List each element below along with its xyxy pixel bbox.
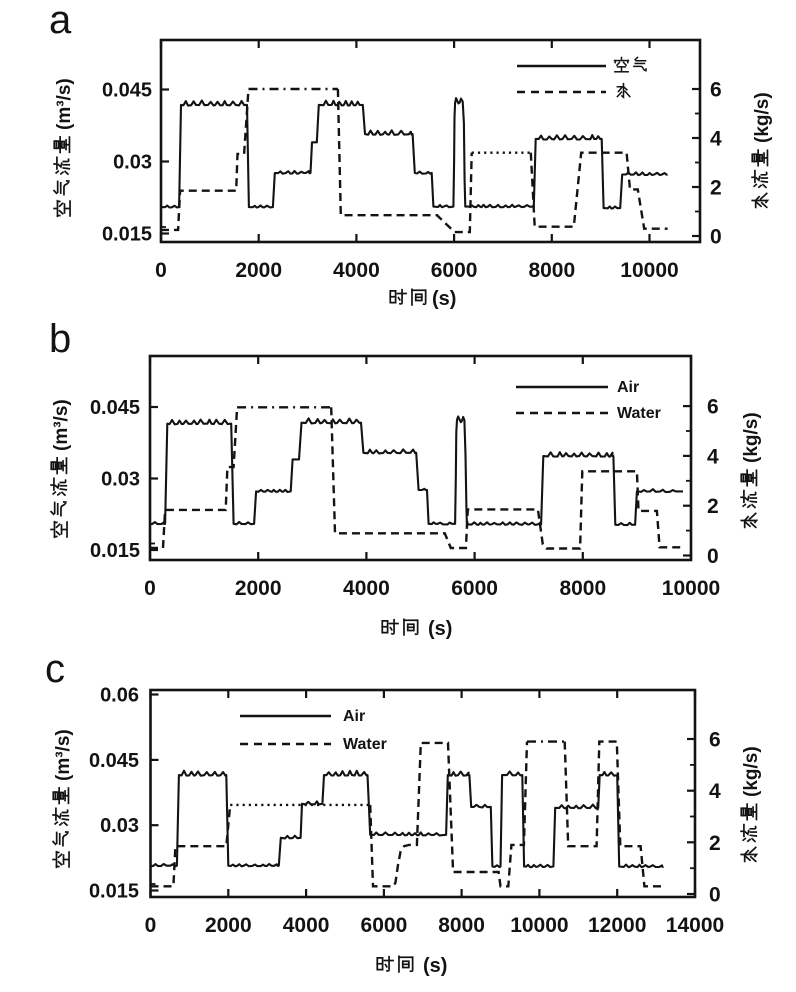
- svg-text:c: c: [45, 647, 65, 691]
- svg-text:10000: 10000: [510, 914, 568, 937]
- svg-text:4000: 4000: [283, 914, 330, 937]
- svg-text:0.015: 0.015: [102, 224, 152, 246]
- svg-text:4000: 4000: [343, 577, 390, 600]
- svg-text:(m³/s): (m³/s): [54, 78, 75, 130]
- svg-text:0.03: 0.03: [100, 815, 139, 837]
- svg-text:0: 0: [144, 577, 156, 600]
- svg-text:6: 6: [707, 396, 719, 419]
- svg-text:4: 4: [710, 128, 722, 151]
- svg-text:8000: 8000: [559, 577, 606, 600]
- svg-text:8000: 8000: [528, 259, 575, 282]
- svg-text:(s): (s): [432, 288, 456, 310]
- svg-text:2: 2: [707, 495, 719, 518]
- svg-text:0: 0: [707, 545, 719, 568]
- svg-text:Water: Water: [343, 736, 387, 753]
- svg-text:0.015: 0.015: [90, 540, 140, 562]
- svg-text:2000: 2000: [205, 914, 252, 937]
- svg-text:Water: Water: [617, 405, 661, 422]
- svg-text:2000: 2000: [235, 259, 282, 282]
- svg-text:(kg/s): (kg/s): [741, 412, 762, 463]
- svg-text:2: 2: [709, 832, 721, 855]
- svg-text:10000: 10000: [620, 259, 678, 282]
- svg-text:6000: 6000: [451, 577, 498, 600]
- svg-text:0: 0: [709, 884, 721, 907]
- svg-text:2: 2: [710, 177, 722, 200]
- svg-text:4000: 4000: [333, 259, 380, 282]
- svg-text:4: 4: [707, 445, 719, 468]
- svg-text:0.03: 0.03: [101, 469, 140, 491]
- svg-text:14000: 14000: [666, 914, 724, 937]
- svg-text:(kg/s): (kg/s): [752, 92, 773, 143]
- svg-text:(m³/s): (m³/s): [53, 729, 74, 781]
- svg-text:(s): (s): [428, 618, 452, 640]
- svg-text:6000: 6000: [431, 259, 478, 282]
- svg-text:0.045: 0.045: [90, 397, 140, 419]
- svg-text:0: 0: [710, 226, 722, 249]
- svg-text:0: 0: [155, 259, 167, 282]
- svg-text:(m³/s): (m³/s): [51, 399, 72, 451]
- svg-text:Air: Air: [343, 708, 365, 725]
- svg-text:6000: 6000: [361, 914, 408, 937]
- svg-text:0: 0: [145, 914, 157, 937]
- svg-text:10000: 10000: [662, 577, 720, 600]
- svg-text:4: 4: [709, 780, 721, 803]
- svg-text:a: a: [49, 0, 72, 42]
- svg-text:6: 6: [709, 729, 721, 752]
- svg-text:Air: Air: [617, 379, 639, 396]
- svg-text:(s): (s): [423, 955, 447, 977]
- svg-text:12000: 12000: [588, 914, 646, 937]
- svg-text:0.015: 0.015: [89, 881, 139, 903]
- svg-text:2000: 2000: [235, 577, 282, 600]
- svg-text:0.045: 0.045: [89, 750, 139, 772]
- svg-text:6: 6: [710, 79, 722, 102]
- svg-text:b: b: [49, 317, 71, 361]
- svg-text:0.045: 0.045: [102, 80, 152, 102]
- svg-text:0.03: 0.03: [113, 152, 152, 174]
- svg-text:0.06: 0.06: [100, 685, 139, 707]
- svg-text:(kg/s): (kg/s): [741, 746, 762, 797]
- svg-text:8000: 8000: [438, 914, 485, 937]
